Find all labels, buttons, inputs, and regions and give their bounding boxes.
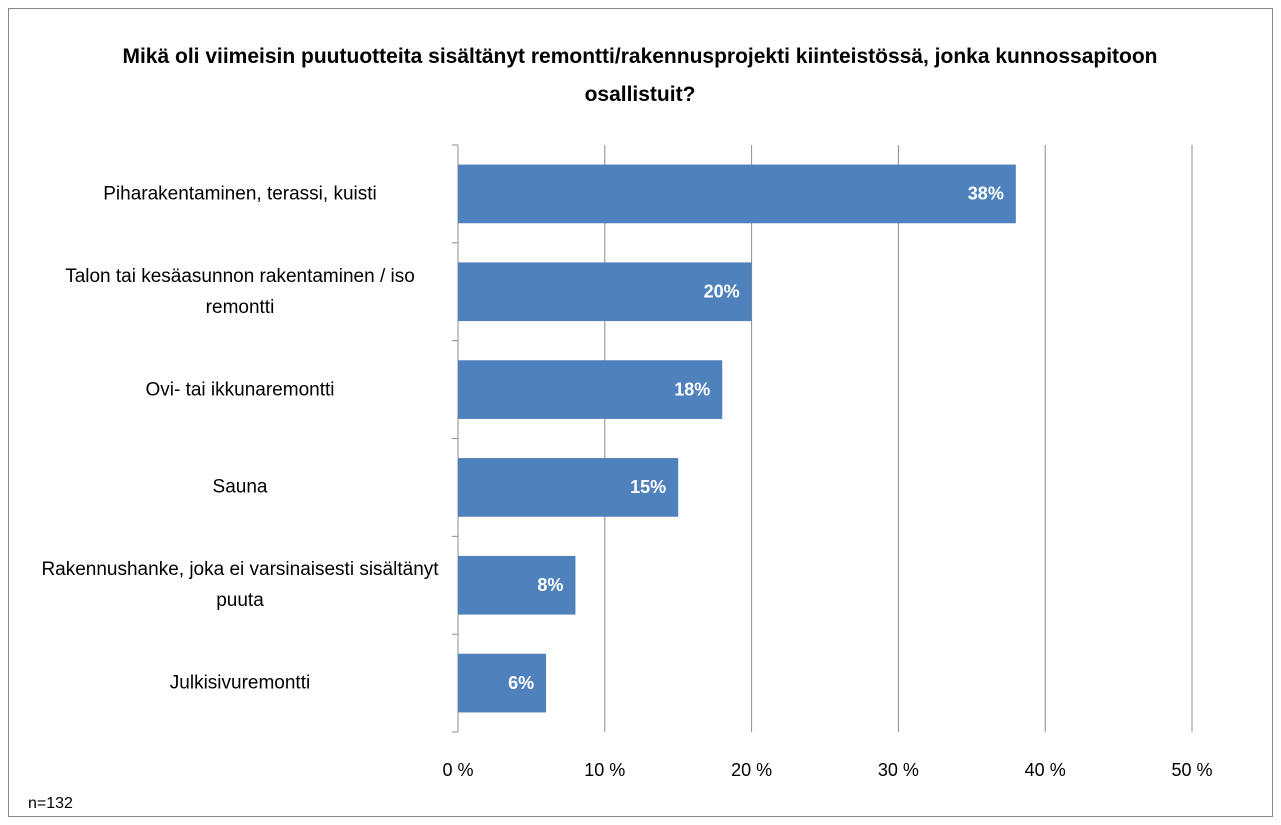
x-tick-label: 30 % <box>878 760 919 780</box>
y-tick-label: Piharakentaminen, terassi, kuisti <box>103 183 377 205</box>
x-tick-label: 20 % <box>731 760 772 780</box>
bar-label: 8% <box>537 575 563 595</box>
x-tick-label: 10 % <box>584 760 625 780</box>
x-tick-label: 50 % <box>1171 760 1212 780</box>
bar <box>458 458 679 517</box>
x-tick-label: 0 % <box>442 760 473 780</box>
y-tick-label: Sauna <box>212 476 268 498</box>
bar <box>458 555 576 615</box>
bar-label: 20% <box>704 282 740 302</box>
bar-label: 6% <box>508 673 534 693</box>
y-tick-label: Julkisivuremontti <box>169 672 311 694</box>
note: n=132 <box>28 795 73 812</box>
bar <box>458 164 1016 224</box>
y-tick-label: Talon tai kesäasunnon rakentaminen / iso… <box>65 265 415 318</box>
chart-border <box>8 8 1273 817</box>
bar <box>458 360 723 419</box>
bar-label: 15% <box>630 477 666 497</box>
bar-label: 18% <box>674 379 710 399</box>
bar <box>458 653 547 713</box>
chart-title: Mikä oli viimeisin puutuotteita sisältän… <box>122 45 1158 106</box>
bar-label: 38% <box>968 184 1004 204</box>
x-tick-label: 40 % <box>1025 760 1066 780</box>
bar <box>458 262 752 322</box>
y-tick-label: Ovi- tai ikkunaremontti <box>145 379 335 401</box>
y-tick-label: Rakennushanke, joka ei varsinaisesti sis… <box>41 559 439 612</box>
